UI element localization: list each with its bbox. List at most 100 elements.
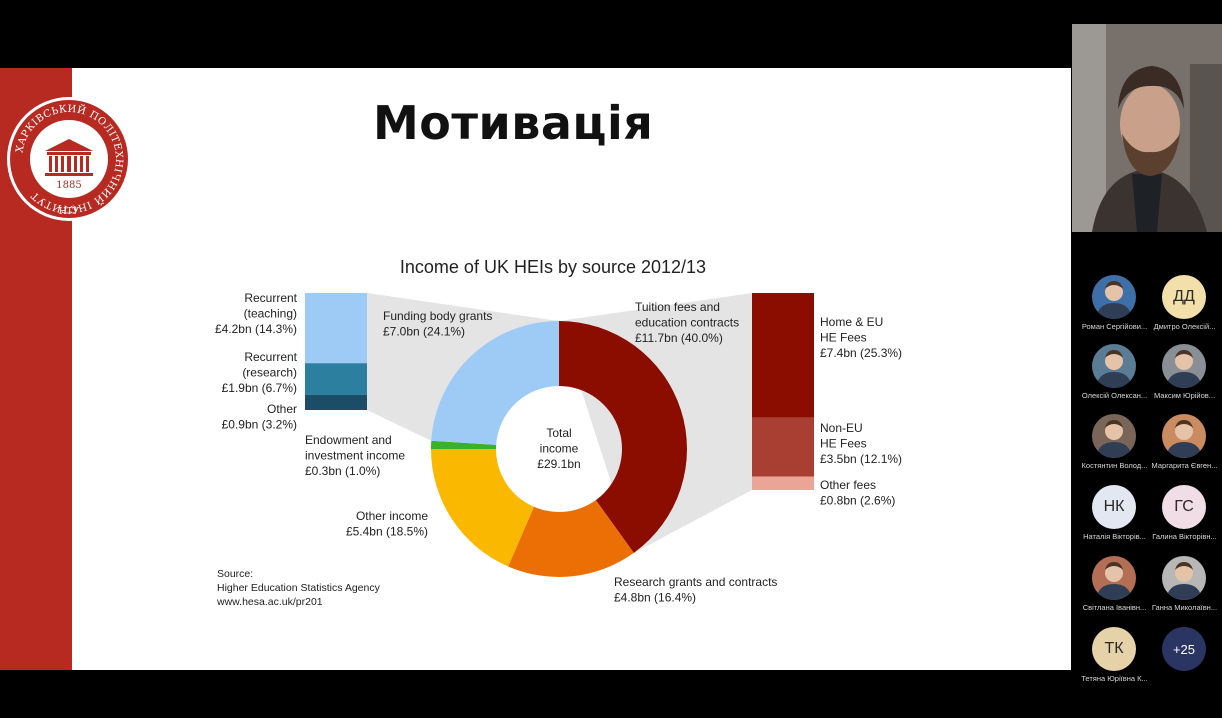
label-tuition: Tuition fees and education contracts £11.7… [635, 300, 739, 345]
donut-slice-1 [508, 500, 634, 578]
label-left-other: Other £0.9bn (3.2%) [222, 402, 297, 432]
label-endowment: Endowment and investment income £0.3bn (1.… [305, 433, 405, 478]
participant-tile[interactable]: Ганна Миколаївн... [1147, 556, 1222, 626]
logo-bottom-text: НТУ [59, 207, 80, 217]
participant-avatar: +25 [1162, 627, 1206, 671]
participant-avatar [1092, 344, 1136, 388]
participant-tile[interactable]: Маргарита Євген... [1147, 414, 1222, 484]
participant-name: Наталія Вікторів... [1083, 532, 1146, 541]
label-recurrent-teaching-line: £4.2bn (14.3%) [215, 322, 297, 336]
participant-avatar: ГС [1162, 485, 1206, 529]
label-endowment-line: £0.3bn (1.0%) [305, 464, 380, 478]
label-tuition-line: £11.7bn (40.0%) [635, 331, 723, 345]
label-tuition-line: education contracts [635, 316, 739, 330]
label-home-eu-fees: Home & EU HE Fees £7.4bn (25.3%) [820, 315, 902, 360]
participant-name: Світлана Іванівн... [1082, 603, 1147, 612]
donut-slice-0 [559, 321, 688, 553]
participant-tile[interactable]: Світлана Іванівн... [1077, 556, 1152, 626]
presenter-video[interactable] [1072, 24, 1222, 232]
presentation-slide: ХАРКІВСЬКИЙ ПОЛІТЕХНІЧНИЙ ІНСТИТУТ 1885 … [0, 68, 1071, 670]
label-recurrent-research: Recurrent (research) £1.9bn (6.7%) [222, 350, 298, 395]
participant-avatar: НК [1092, 485, 1136, 529]
participant-tile[interactable]: Роман Сергійови... [1077, 275, 1152, 345]
center-total-label-line: income [540, 442, 579, 456]
participant-name: Максим Юрійов... [1153, 391, 1216, 400]
label-research-grants-line: Research grants and contracts [614, 575, 777, 589]
label-other-fees-line: £0.8bn (2.6%) [820, 494, 895, 508]
income-donut-chart: Income of UK HEIs by source 2012/13 Tuit… [215, 257, 902, 608]
right-bar-segment-2 [752, 476, 814, 490]
label-recurrent-research-line: Recurrent [244, 350, 297, 364]
participant-avatar [1092, 556, 1136, 600]
label-non-eu-fees-line: HE Fees [820, 437, 867, 451]
label-endowment-line: Endowment and [305, 433, 392, 447]
source-line: Source: [217, 568, 253, 580]
left-bar-segment-2 [305, 394, 367, 410]
label-other-income: Other income £5.4bn (18.5%) [346, 509, 428, 539]
participant-tile[interactable]: Костянтин Волод... [1077, 414, 1152, 484]
label-non-eu-fees: Non-EU HE Fees £3.5bn (12.1%) [820, 421, 902, 466]
participant-name: Тетяна Юріївна К... [1081, 674, 1148, 683]
donut-slice-4 [431, 321, 559, 445]
label-non-eu-fees-line: Non-EU [820, 421, 863, 435]
participant-name: Галина Вікторівн... [1152, 532, 1217, 541]
participant-avatar [1092, 275, 1136, 319]
participant-avatar [1162, 344, 1206, 388]
participant-avatar [1092, 414, 1136, 458]
label-home-eu-fees-line: Home & EU [820, 315, 883, 329]
right-bar-segment-1 [752, 417, 814, 477]
participant-tile[interactable]: НК Наталія Вікторів... [1077, 485, 1152, 555]
center-total-label: Total income £29.1bn [537, 426, 580, 471]
participant-avatar: ТК [1092, 627, 1136, 671]
donut-slice-2 [431, 449, 534, 567]
participant-tile[interactable]: ТК Тетяна Юріївна К... [1077, 627, 1152, 697]
label-left-other-line: Other [267, 402, 297, 416]
participant-name: Ганна Миколаївн... [1151, 603, 1218, 612]
logo-year: 1885 [56, 180, 81, 191]
participant-name: Роман Сергійови... [1081, 322, 1148, 331]
center-total-label-line: Total [546, 426, 571, 440]
label-home-eu-fees-line: £7.4bn (25.3%) [820, 346, 902, 360]
label-funding-body-line: Funding body grants [383, 309, 492, 323]
label-research-grants: Research grants and contracts £4.8bn (16.… [614, 575, 777, 605]
donut-slice-3 [431, 440, 497, 449]
participant-name: Дмитро Олексій... [1153, 322, 1216, 331]
participant-avatar [1162, 556, 1206, 600]
presenter-video-image [1072, 24, 1222, 232]
label-recurrent-teaching-line: (teaching) [244, 307, 297, 321]
participant-name: Маргарита Євген... [1151, 461, 1218, 470]
label-endowment-line: investment income [305, 449, 405, 463]
participant-name: Олексій Олексан... [1081, 391, 1148, 400]
label-research-grants-line: £4.8bn (16.4%) [614, 591, 696, 605]
label-non-eu-fees-line: £3.5bn (12.1%) [820, 452, 902, 466]
label-recurrent-research-line: £1.9bn (6.7%) [222, 381, 297, 395]
label-funding-body-line: £7.0bn (24.1%) [383, 325, 465, 339]
source-line: Higher Education Statistics Agency [217, 582, 381, 594]
participant-tile[interactable]: ДД Дмитро Олексій... [1147, 275, 1222, 345]
label-other-income-line: Other income [356, 509, 428, 523]
label-recurrent-teaching-line: Recurrent [244, 291, 297, 305]
label-recurrent-research-line: (research) [242, 366, 297, 380]
left-bar-segment-1 [305, 363, 367, 395]
chart-title: Income of UK HEIs by source 2012/13 [400, 257, 706, 277]
participant-name: Костянтин Волод... [1081, 461, 1148, 470]
label-home-eu-fees-line: HE Fees [820, 331, 867, 345]
participant-tile[interactable]: Максим Юрійов... [1147, 344, 1222, 414]
label-other-fees-line: Other fees [820, 478, 876, 492]
label-other-fees: Other fees £0.8bn (2.6%) [820, 478, 895, 508]
label-left-other-line: £0.9bn (3.2%) [222, 418, 297, 432]
label-recurrent-teaching: Recurrent (teaching) £4.2bn (14.3%) [215, 291, 298, 336]
label-tuition-line: Tuition fees and [635, 300, 720, 314]
participant-avatar: ДД [1162, 275, 1206, 319]
source-note: Source: Higher Education Statistics Agenc… [216, 568, 381, 608]
participant-avatar [1162, 414, 1206, 458]
center-total-label-line: £29.1bn [537, 457, 580, 471]
left-bar-segment-0 [305, 293, 367, 364]
slide-title: Мотивація [373, 96, 654, 150]
participant-tile[interactable]: Олексій Олексан... [1077, 344, 1152, 414]
participant-tile[interactable]: +25 [1147, 627, 1222, 697]
participant-tile[interactable]: ГС Галина Вікторівн... [1147, 485, 1222, 555]
university-logo: ХАРКІВСЬКИЙ ПОЛІТЕХНІЧНИЙ ІНСТИТУТ 1885 … [7, 97, 131, 221]
right-bar-segment-0 [752, 293, 814, 418]
label-funding-body: Funding body grants £7.0bn (24.1%) [383, 309, 492, 339]
